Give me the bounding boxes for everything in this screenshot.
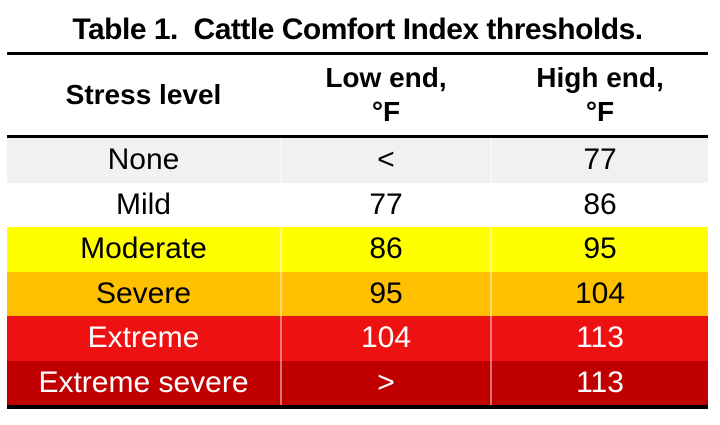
stress-level-cell: Mild (115, 187, 171, 221)
table-body: None < 77 Mild 77 86 Moderate 86 95 Seve… (7, 138, 708, 405)
table-row: None < 77 (7, 138, 708, 183)
title-divider-line (7, 52, 708, 55)
stress-level-cell: None (107, 143, 180, 177)
stress-level-cell: Severe (95, 276, 192, 310)
table-row: Severe 95 104 (7, 271, 708, 316)
low-end-cell: 104 (280, 316, 490, 361)
header-divider-line (7, 135, 708, 138)
high-end-cell: 113 (490, 316, 708, 361)
table-row: Moderate 86 95 (7, 227, 708, 272)
stress-level-cell: Extreme (87, 321, 200, 355)
column-header-low-end: Low end, °F (280, 61, 490, 129)
high-end-cell: 104 (490, 271, 708, 316)
table-row: Mild 77 86 (7, 182, 708, 227)
column-header-low-end-label: Low end, (325, 62, 447, 93)
table-title: Table 1. Cattle Comfort Index thresholds… (72, 13, 643, 46)
low-end-cell: < (280, 138, 490, 183)
low-end-cell: 77 (280, 182, 490, 227)
high-end-cell: 77 (490, 138, 708, 183)
stress-level-cell: Moderate (80, 232, 207, 266)
table-header-row: Stress level Low end, °F High end, °F (7, 55, 708, 135)
high-end-cell: 95 (490, 227, 708, 272)
low-end-cell: 86 (280, 227, 490, 272)
column-header-high-end-unit: °F (585, 96, 615, 127)
high-end-cell: 86 (490, 182, 708, 227)
column-header-high-end: High end, °F (490, 61, 708, 129)
low-end-cell: > (280, 360, 490, 405)
column-header-low-end-unit: °F (371, 96, 401, 127)
table-row: Extreme severe > 113 (7, 360, 708, 405)
high-end-cell: 113 (490, 360, 708, 405)
column-header-high-end-label: High end, (536, 62, 664, 93)
table-row: Extreme 104 113 (7, 316, 708, 361)
column-header-stress-level: Stress level (65, 79, 222, 110)
cattle-comfort-index-table: Table 1. Cattle Comfort Index thresholds… (7, 0, 708, 409)
bottom-border-line (7, 405, 708, 409)
low-end-cell: 95 (280, 271, 490, 316)
stress-level-cell: Extreme severe (38, 365, 249, 399)
